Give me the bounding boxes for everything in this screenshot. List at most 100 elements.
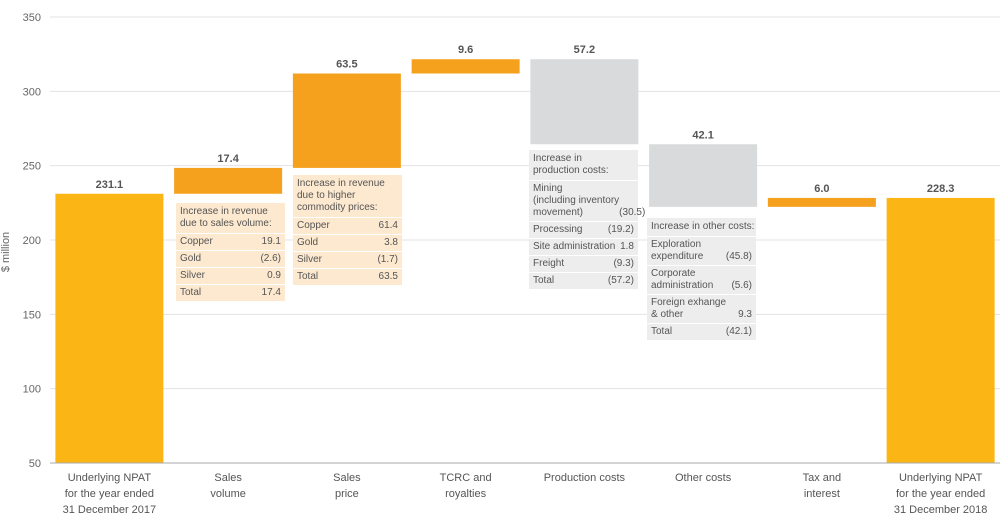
breakdown-item-value: (57.2)	[607, 275, 634, 286]
category-label: Sales	[333, 472, 361, 484]
breakdown-item-value: (42.1)	[725, 326, 752, 337]
data-label: 17.4	[217, 153, 239, 165]
y-tick-label: 50	[29, 458, 41, 470]
category-labels: Underlying NPAT for the year ended 31 Dece…	[63, 472, 988, 516]
breakdown-header-line: commodity prices:	[297, 202, 378, 213]
breakdown-item-name: Silver	[180, 270, 206, 281]
sales-volume-breakdown: Increase in revenue due to sales volume: C…	[176, 203, 285, 301]
breakdown-row: Silver (1.7)	[293, 252, 402, 269]
breakdown-header: Increase in revenue due to sales volume:	[176, 203, 285, 234]
axes: 50 100 150 200 250 300 350	[23, 12, 1000, 470]
breakdown-item-value: 19.1	[261, 236, 281, 247]
breakdown-item-name: Foreign exhange	[651, 297, 727, 308]
category-label: Underlying NPAT	[899, 472, 983, 484]
breakdown-item-value: (45.8)	[725, 251, 752, 262]
breakdown-header-line: Increase in other costs:	[651, 221, 755, 232]
breakdown-item-value: 17.4	[261, 287, 281, 298]
category-label: TCRC and	[440, 472, 492, 484]
breakdown-item-name: Exploration	[651, 239, 702, 250]
breakdown-item-value: 3.8	[384, 237, 398, 248]
breakdown-header-line: due to higher	[297, 190, 356, 201]
category-label: Other costs	[675, 472, 732, 484]
breakdown-row: Processing (19.2)	[529, 222, 638, 239]
breakdown-header-line: due to sales volume:	[180, 218, 272, 229]
breakdown-item-value: (9.3)	[613, 258, 634, 269]
production-costs-breakdown: Increase in production costs: Mining (inclu…	[529, 150, 645, 289]
data-label: 228.3	[927, 183, 955, 195]
breakdown-row: Gold 3.8	[293, 235, 402, 252]
breakdown-row: Corporate administration (5.6)	[647, 266, 756, 295]
breakdown-item-name: Freight	[533, 258, 565, 269]
category-label: interest	[804, 488, 840, 500]
data-label: 6.0	[814, 183, 829, 195]
y-tick-label: 300	[23, 86, 41, 98]
breakdown-header-line: production costs:	[533, 165, 609, 176]
breakdown-item-value: (1.7)	[377, 254, 398, 265]
bar-increase	[767, 197, 876, 207]
breakdown-item-name: Silver	[297, 254, 323, 265]
breakdown-header: Increase in revenue due to higher commodit…	[293, 175, 402, 218]
breakdown-item-value: 61.4	[378, 220, 398, 231]
other-costs-breakdown: Increase in other costs: Exploration expen…	[647, 218, 756, 340]
bar-increase	[292, 73, 401, 168]
breakdown-item-value: (5.6)	[731, 280, 752, 291]
breakdown-header-line: Increase in revenue	[180, 206, 268, 217]
breakdown-row: Total 63.5	[293, 269, 402, 285]
category-label: price	[335, 488, 359, 500]
breakdown-item-name: Total	[533, 275, 555, 286]
category-label: 31 December 2017	[63, 504, 157, 516]
category-label: Underlying NPAT	[68, 472, 152, 484]
bars	[55, 59, 995, 464]
category-label: for the year ended	[896, 488, 985, 500]
sales-price-breakdown: Increase in revenue due to higher commodit…	[293, 175, 402, 285]
category-label: volume	[210, 488, 245, 500]
category-label: Sales	[214, 472, 242, 484]
data-label: 57.2	[574, 44, 595, 56]
breakdown-item-name: (including inventory	[533, 195, 620, 206]
bar-total	[886, 197, 995, 463]
breakdown-item-name: Total	[180, 287, 202, 298]
breakdown-row: Total (42.1)	[647, 324, 756, 340]
y-tick-label: 100	[23, 384, 41, 396]
value-labels: 231.1 17.4 63.5 9.6 57.2 42.1 6.0 228.3	[96, 44, 955, 195]
breakdown-item-value: (2.6)	[260, 253, 281, 264]
category-label: Production costs	[544, 472, 626, 484]
category-label: royalties	[445, 488, 486, 500]
breakdown-row: Total 17.4	[176, 285, 285, 301]
breakdown-item-value: 1.8	[620, 241, 634, 252]
breakdown-header: Increase in production costs:	[529, 150, 638, 181]
breakdown-item-name: & other	[651, 309, 684, 320]
breakdown-item-name: Copper	[297, 220, 330, 231]
breakdown-row: Total (57.2)	[529, 273, 638, 289]
breakdown-item-value: (19.2)	[607, 224, 634, 235]
breakdown-item-name: movement)	[533, 207, 584, 218]
data-label: 9.6	[458, 44, 473, 56]
breakdown-item-value: 0.9	[267, 270, 281, 281]
breakdown-header-line: Increase in	[533, 153, 582, 164]
breakdown-row: Foreign exhange & other 9.3	[647, 295, 756, 324]
data-label: 63.5	[336, 58, 357, 70]
breakdown-item-name: administration	[651, 280, 714, 291]
breakdown-item-name: Site administration	[533, 241, 616, 252]
breakdown-header: Increase in other costs:	[647, 218, 756, 237]
category-label: Tax and	[803, 472, 842, 484]
bar-decrease	[530, 59, 639, 145]
breakdown-item-name: expenditure	[651, 251, 704, 262]
breakdown-item-name: Processing	[533, 224, 583, 235]
breakdown-item-value: 9.3	[738, 309, 752, 320]
breakdown-item-name: Copper	[180, 236, 213, 247]
breakdown-row: Silver 0.9	[176, 268, 285, 285]
category-label: for the year ended	[65, 488, 154, 500]
bar-increase	[174, 167, 283, 194]
y-axis-label: $ million	[0, 232, 12, 272]
data-label: 231.1	[96, 179, 124, 191]
breakdown-row: Freight (9.3)	[529, 256, 638, 273]
category-label: 31 December 2018	[894, 504, 988, 516]
breakdown-item-name: Total	[297, 271, 319, 282]
breakdown-row: Copper 61.4	[293, 218, 402, 235]
data-label: 42.1	[692, 129, 713, 141]
bar-total	[55, 193, 164, 464]
breakdown-header-line: Increase in revenue	[297, 178, 385, 189]
y-tick-label: 250	[23, 161, 41, 173]
